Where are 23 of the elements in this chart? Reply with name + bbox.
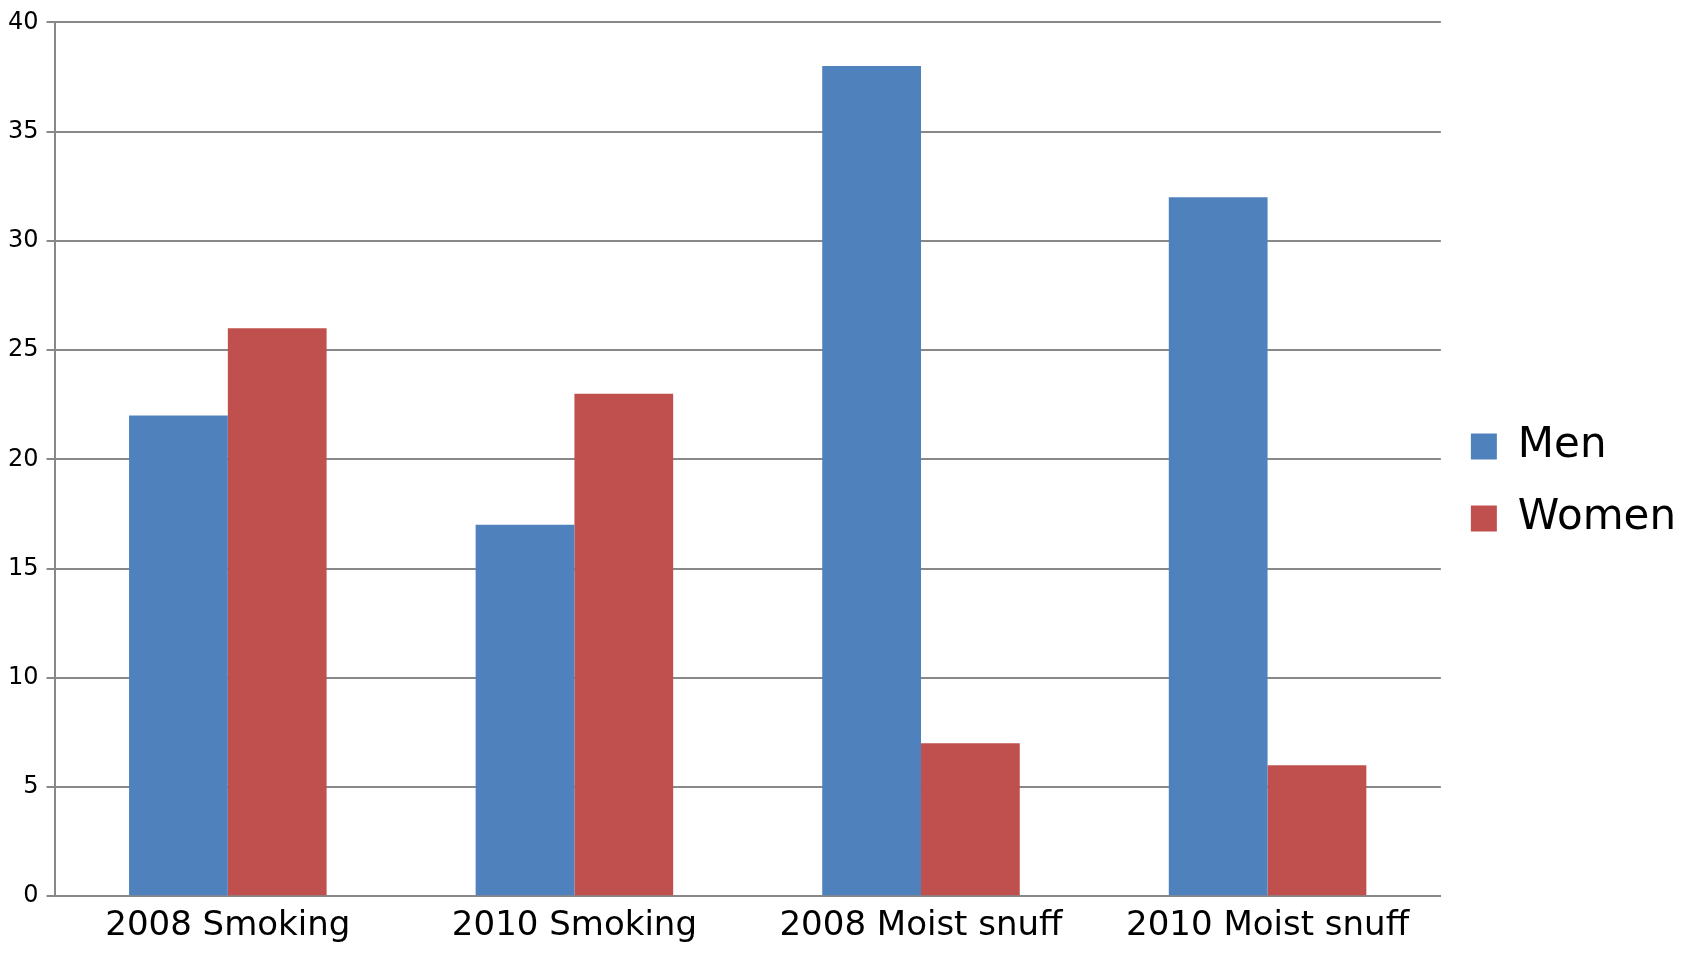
y-tick-label: 30	[7, 225, 39, 254]
bar	[920, 743, 1020, 896]
legend-label: Women	[1517, 490, 1676, 540]
y-tick-label: 15	[7, 552, 39, 581]
x-tick-label: 2008 Smoking	[105, 903, 351, 944]
x-tick-label: 2010 Smoking	[451, 903, 697, 944]
bar	[227, 328, 327, 896]
y-tick-label: 25	[7, 334, 39, 363]
bar	[1267, 765, 1367, 896]
x-tick-label: 2008 Moist snuff	[779, 903, 1065, 944]
y-tick-label: 10	[7, 661, 39, 690]
y-tick-label: 20	[7, 443, 39, 472]
bar	[822, 66, 921, 896]
x-tick-label: 2010 Moist snuff	[1126, 903, 1411, 944]
y-tick-label: 0	[23, 880, 39, 909]
y-tick-label: 40	[7, 6, 39, 35]
legend-label: Men	[1517, 418, 1607, 468]
bar	[574, 393, 674, 896]
bar	[1168, 197, 1268, 896]
bar	[129, 415, 228, 896]
y-tick-label: 5	[23, 771, 39, 800]
bar	[475, 524, 575, 896]
y-tick-label: 35	[7, 115, 39, 144]
